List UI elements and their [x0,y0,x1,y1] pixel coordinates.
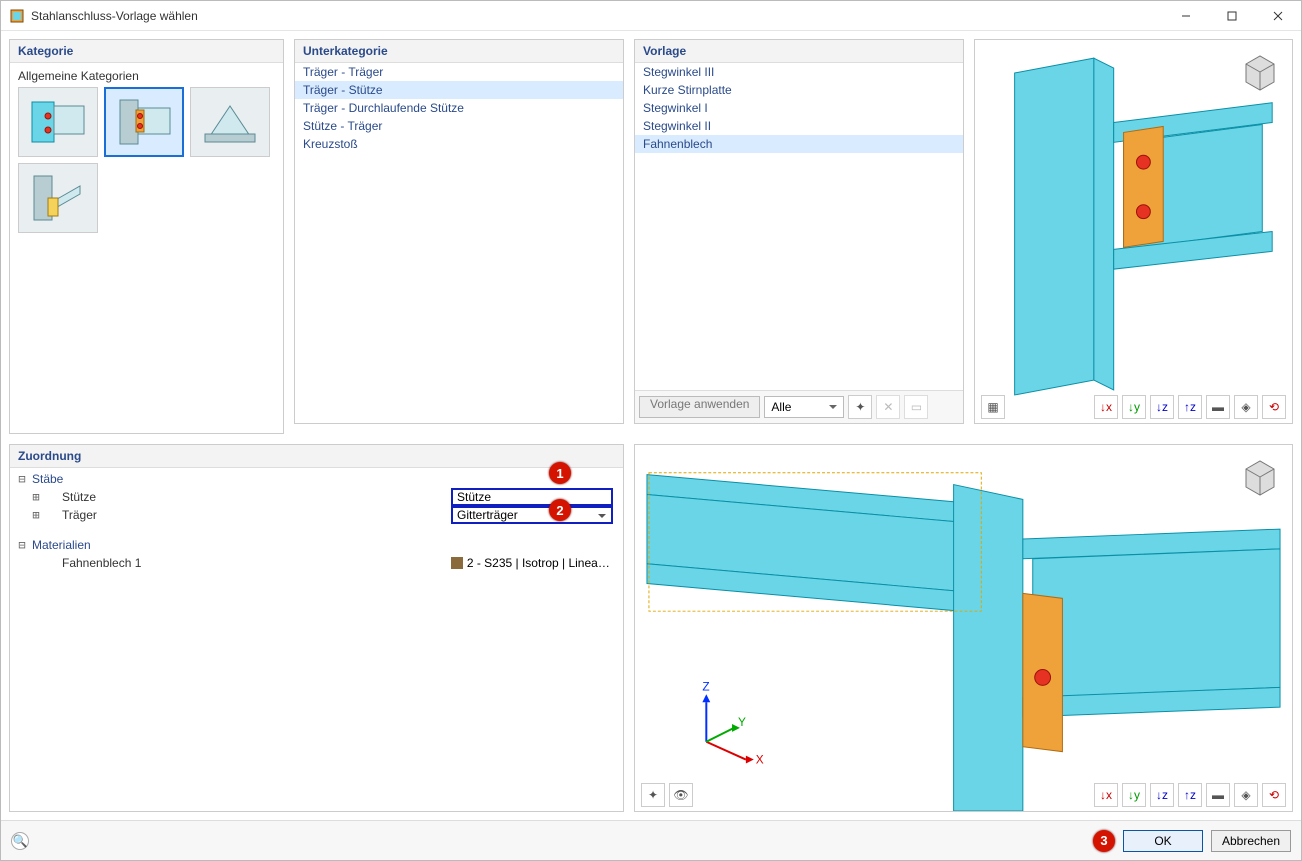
template-delete-icon[interactable]: ✕ [876,395,900,419]
nav-cube-icon[interactable] [1236,48,1284,96]
view-reset-icon[interactable]: ⟲ [1262,783,1286,807]
category-subheader: Allgemeine Kategorien [18,69,275,83]
help-icon[interactable]: 🔍 [11,832,29,850]
subcategory-item[interactable]: Träger - Durchlaufende Stütze [295,99,623,117]
window-title: Stahlanschluss-Vorlage wählen [31,9,1163,23]
expand-icon[interactable]: ⊞ [30,490,42,504]
axes-toggle-icon[interactable]: ✦ [641,783,665,807]
view-iso-icon[interactable]: ◈ [1234,783,1258,807]
titlebar: Stahlanschluss-Vorlage wählen [1,1,1301,31]
tree-material-item[interactable]: Fahnenblech 1 [42,556,447,570]
tree-stuetze-label[interactable]: Stütze [42,490,447,504]
dialog-footer: 🔍 3 OK Abbrechen [1,820,1301,860]
view-y-icon[interactable]: ↓y [1122,395,1146,419]
assignment-panel: Zuordnung ⊟ Stäbe ⊞ Stütze Stütze ⊞ Träg… [9,444,624,812]
subcategory-item[interactable]: Träger - Stütze [295,81,623,99]
subcategory-item[interactable]: Kreuzstoß [295,135,623,153]
model-preview-panel: Z X Y ✦ 👁 ↓x ↓y ↓z ↑z ▬ ◈ ⟲ [634,444,1293,812]
view-style-icon[interactable]: ▬ [1206,395,1230,419]
maximize-button[interactable] [1209,1,1255,31]
template-preview-svg [975,40,1292,423]
assignment-tree: ⊟ Stäbe ⊞ Stütze Stütze ⊞ Träger Gittert… [10,468,623,811]
template-filter-label: Alle [771,400,791,414]
subcategory-item[interactable]: Stütze - Träger [295,117,623,135]
category-thumb-2[interactable] [104,87,184,157]
template-header: Vorlage [635,40,963,63]
view-z-icon[interactable]: ↓z [1150,783,1174,807]
expand-icon[interactable]: ⊞ [30,508,42,522]
template-filter-dropdown[interactable]: Alle [764,396,844,418]
visibility-icon[interactable]: 👁 [669,783,693,807]
template-new-icon[interactable]: ✦ [848,395,872,419]
tree-materials-label: Materialien [28,538,447,552]
stuetze-value-text: Stütze [457,490,491,504]
view-negz-icon[interactable]: ↑z [1178,783,1202,807]
template-preview-panel: ▦ ↓x ↓y ↓z ↑z ▬ ◈ ⟲ [974,39,1293,424]
preview-toolbar-top: ▦ ↓x ↓y ↓z ↑z ▬ ◈ ⟲ [981,395,1286,419]
template-panel: Vorlage Stegwinkel III Kurze Stirnplatte… [634,39,964,424]
cancel-button[interactable]: Abbrechen [1211,830,1291,852]
material-value-text: 2 - S235 | Isotrop | Linear ... [467,556,613,570]
tree-traeger-label[interactable]: Träger [42,508,447,522]
view-reset-icon[interactable]: ⟲ [1262,395,1286,419]
subcategory-item[interactable]: Träger - Träger [295,63,623,81]
view-y-icon[interactable]: ↓y [1122,783,1146,807]
category-panel: Kategorie Allgemeine Kategorien [9,39,284,434]
category-header: Kategorie [10,40,283,63]
template-item[interactable]: Stegwinkel III [635,63,963,81]
app-icon [9,8,25,24]
view-x-icon[interactable]: ↓x [1094,783,1118,807]
assignment-header: Zuordnung [10,445,623,468]
axis-z-label: Z [702,679,709,693]
annotation-3: 3 [1093,830,1115,852]
template-item[interactable]: Fahnenblech [635,135,963,153]
preview-toolbar-bottom: ✦ 👁 ↓x ↓y ↓z ↑z ▬ ◈ ⟲ [641,783,1286,807]
template-item[interactable]: Kurze Stirnplatte [635,81,963,99]
category-thumb-4[interactable] [18,163,98,233]
view-style-icon[interactable]: ▬ [1206,783,1230,807]
category-thumb-1[interactable] [18,87,98,157]
view-negz-icon[interactable]: ↑z [1178,395,1202,419]
template-toolbar: Vorlage anwenden Alle ✦ ✕ ▭ [635,390,963,423]
template-item[interactable]: Stegwinkel II [635,117,963,135]
annotation-2: 2 [549,499,571,521]
subcategory-list: Träger - Träger Träger - Stütze Träger -… [295,63,623,153]
subcategory-header: Unterkategorie [295,40,623,63]
minimize-button[interactable] [1163,1,1209,31]
annotation-1: 1 [549,462,571,484]
traeger-value-text: Gitterträger [457,508,518,522]
template-manage-icon[interactable]: ▭ [904,395,928,419]
material-swatch-icon [451,557,463,569]
select-mode-icon[interactable]: ▦ [981,395,1005,419]
template-list: Stegwinkel III Kurze Stirnplatte Stegwin… [635,63,963,153]
axis-x-label: X [756,753,764,767]
nav-cube-icon[interactable] [1236,453,1284,501]
expand-icon[interactable]: ⊟ [16,538,28,552]
view-z-icon[interactable]: ↓z [1150,395,1174,419]
template-item[interactable]: Stegwinkel I [635,99,963,117]
traeger-value-select[interactable]: Gitterträger [451,506,613,524]
tree-members-label: Stäbe [28,472,447,486]
close-button[interactable] [1255,1,1301,31]
apply-template-button[interactable]: Vorlage anwenden [639,396,760,418]
subcategory-panel: Unterkategorie Träger - Träger Träger - … [294,39,624,424]
view-x-icon[interactable]: ↓x [1094,395,1118,419]
axis-y-label: Y [738,715,746,729]
model-preview-svg: Z X Y [635,445,1292,811]
expand-icon[interactable]: ⊟ [16,472,28,486]
stuetze-value-input[interactable]: Stütze [451,488,613,506]
ok-button[interactable]: OK [1123,830,1203,852]
category-thumb-3[interactable] [190,87,270,157]
view-iso-icon[interactable]: ◈ [1234,395,1258,419]
